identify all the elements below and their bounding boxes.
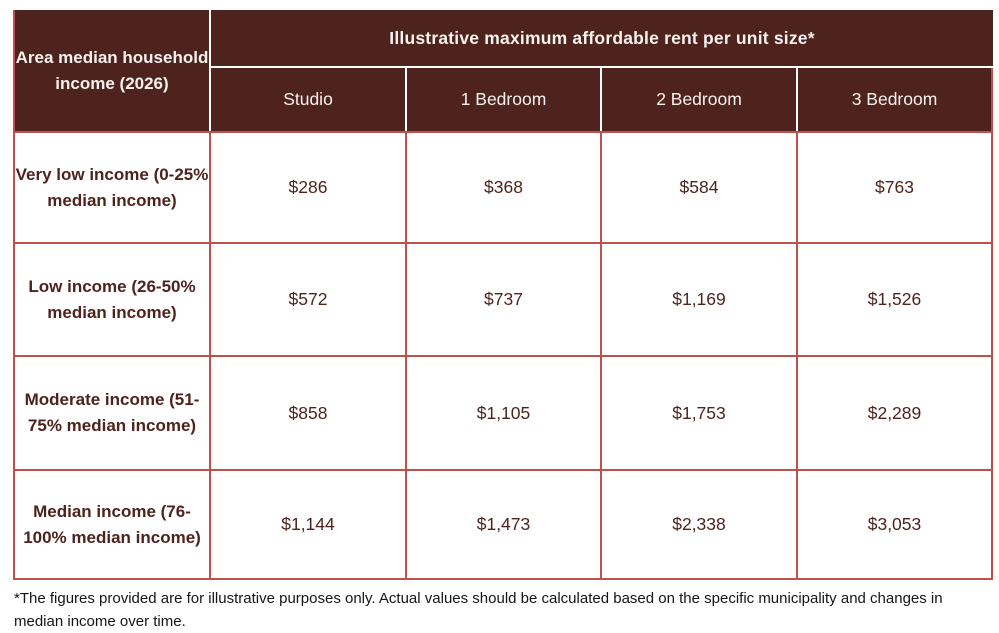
rent-value: $1,169 — [602, 244, 798, 357]
affordable-rent-table: Area median household income (2026) Illu… — [13, 10, 994, 580]
row-label: Low income (26-50% median income) — [13, 244, 211, 357]
rent-value: $572 — [211, 244, 407, 357]
header-row-unit-sizes: Studio 1 Bedroom 2 Bedroom 3 Bedroom — [13, 68, 994, 131]
rent-value: $1,144 — [211, 471, 407, 580]
header-row-title: Area median household income (2026) Illu… — [13, 10, 994, 131]
rent-value: $286 — [211, 131, 407, 244]
table-row-low-income: Low income (26-50% median income) $572 $… — [13, 244, 994, 357]
footnote: *The figures provided are for illustrati… — [14, 590, 943, 630]
rent-value: $584 — [602, 131, 798, 244]
rent-value: $1,105 — [407, 357, 602, 471]
row-label: Moderate income (51-75% median income) — [13, 357, 211, 471]
rent-value: $763 — [798, 131, 994, 244]
rent-value: $3,053 — [798, 471, 994, 580]
table-row-very-low-income: Very low income (0-25% median income) $2… — [13, 131, 994, 244]
rent-value: $858 — [211, 357, 407, 471]
rent-value: $368 — [407, 131, 602, 244]
table-row-moderate-income: Moderate income (51-75% median income) $… — [13, 357, 994, 471]
rent-value: $2,289 — [798, 357, 994, 471]
row-label: Median income (76-100% median income) — [13, 471, 211, 580]
rent-value: $1,526 — [798, 244, 994, 357]
row-label: Very low income (0-25% median income) — [13, 131, 211, 244]
rent-value: $2,338 — [602, 471, 798, 580]
table-row-median-income: Median income (76-100% median income) $1… — [13, 471, 994, 580]
table-title: Illustrative maximum affordable rent per… — [211, 10, 994, 68]
rent-value: $1,473 — [407, 471, 602, 580]
column-header-1-bedroom: 1 Bedroom — [407, 68, 602, 131]
column-header-2-bedroom: 2 Bedroom — [602, 68, 798, 131]
column-header-studio: Studio — [211, 68, 407, 131]
rent-value: $1,753 — [602, 357, 798, 471]
column-header-3-bedroom: 3 Bedroom — [798, 68, 994, 131]
row-header-column-title: Area median household income (2026) — [13, 10, 211, 131]
rent-value: $737 — [407, 244, 602, 357]
